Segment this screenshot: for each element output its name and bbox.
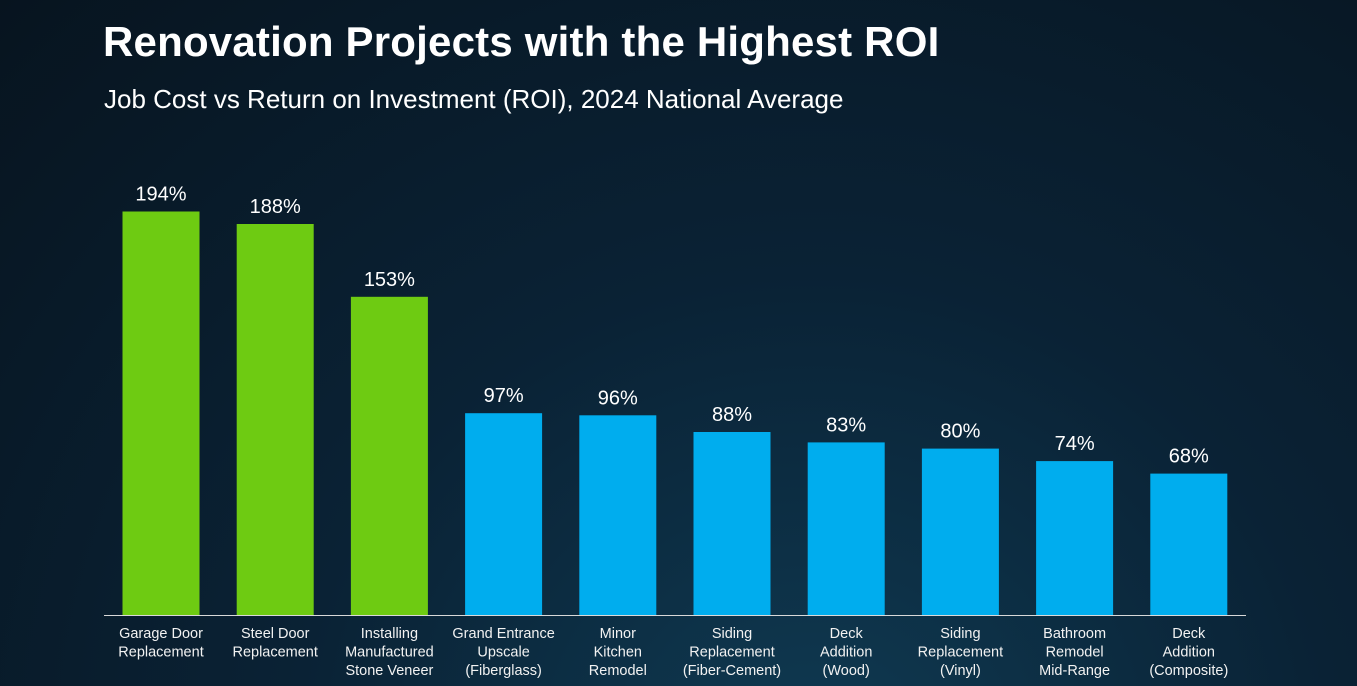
bar (1150, 473, 1228, 615)
category-label: Garage Door Replacement (118, 626, 203, 661)
category-label: Steel Door Replacement (232, 626, 317, 661)
chart-title: Renovation Projects with the Highest ROI (103, 18, 940, 65)
category-label: Bathroom Remodel Mid-Range (1039, 626, 1110, 679)
bar-value-label: 96% (598, 387, 638, 409)
category-label-line: Grand Entrance (452, 626, 554, 642)
bar-value-label: 74% (1055, 433, 1095, 455)
category-label-line: Replacement (689, 645, 774, 661)
category-label: Minor Kitchen Remodel (589, 626, 647, 679)
bar-value-label: 97% (484, 385, 524, 407)
category-label-line: Replacement (118, 645, 203, 661)
chart-subtitle: Job Cost vs Return on Investment (ROI), … (104, 84, 844, 114)
category-label-line: (Fiber-Cement) (683, 663, 781, 679)
category-label-line: Bathroom (1043, 626, 1106, 642)
category-label-line: Replacement (918, 645, 1003, 661)
bar (236, 224, 314, 615)
category-label-line: Steel Door (241, 626, 310, 642)
category-label: Siding Replacement (Vinyl) (918, 626, 1003, 679)
category-label-line: Replacement (232, 645, 317, 661)
category-label-line: Deck (830, 626, 864, 642)
bar (921, 448, 999, 615)
category-label-line: Kitchen (594, 645, 642, 661)
bar-value-label: 188% (250, 196, 301, 218)
bar-value-label: 153% (364, 269, 415, 291)
category-label-line: Minor (600, 626, 636, 642)
bar-value-label: 80% (940, 421, 980, 443)
category-label-line: (Fiberglass) (465, 663, 542, 679)
category-label: Deck Addition (Wood) (820, 626, 872, 679)
category-label: Installing Manufactured Stone Veneer (345, 626, 434, 679)
category-label-line: Remodel (589, 663, 647, 679)
category-label-line: Manufactured (345, 645, 434, 661)
bar (465, 413, 543, 615)
bar (807, 442, 885, 615)
category-label-line: Mid-Range (1039, 663, 1110, 679)
bar-value-label: 88% (712, 404, 752, 426)
bar (350, 296, 428, 615)
category-label: Grand Entrance Upscale (Fiberglass) (452, 626, 554, 679)
category-label-line: Siding (940, 626, 980, 642)
category-label-line: Siding (712, 626, 752, 642)
category-label: Siding Replacement (Fiber-Cement) (683, 626, 781, 679)
category-label-line: Garage Door (119, 626, 203, 642)
bar (1036, 461, 1114, 615)
category-label-line: Remodel (1046, 645, 1104, 661)
category-label: Deck Addition (Composite) (1149, 626, 1228, 679)
bar (693, 432, 771, 615)
category-label-line: Addition (1163, 645, 1215, 661)
bar-value-label: 194% (135, 184, 186, 206)
category-label-line: (Wood) (823, 663, 870, 679)
category-label-line: Deck (1172, 626, 1206, 642)
category-label-line: Addition (820, 645, 872, 661)
bar (579, 415, 657, 615)
category-label-line: Stone Veneer (345, 663, 433, 679)
category-label-line: Installing (361, 626, 418, 642)
category-label-line: (Vinyl) (940, 663, 981, 679)
bar-value-label: 83% (826, 414, 866, 436)
category-label-line: (Composite) (1149, 663, 1228, 679)
category-label-line: Upscale (477, 645, 529, 661)
bar (122, 211, 200, 615)
bar-value-label: 68% (1169, 446, 1209, 468)
